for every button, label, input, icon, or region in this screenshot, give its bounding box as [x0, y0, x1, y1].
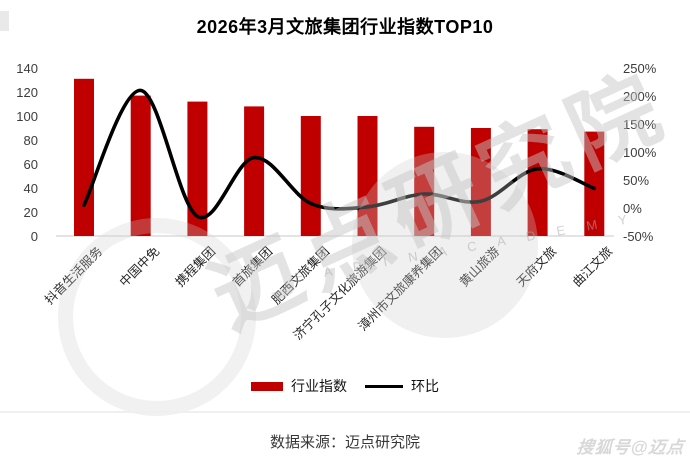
index-bar-漳州市文旅康养集团 — [414, 126, 435, 236]
index-bar-携程集团 — [187, 101, 208, 236]
index-bar-黄山旅游 — [470, 128, 491, 236]
right-axis-tick: 50% — [623, 173, 650, 188]
left-axis-tick: 120 — [16, 85, 38, 100]
left-axis-tick: 20 — [23, 205, 38, 220]
legend-line-label: 环比 — [411, 378, 439, 394]
legend-bar-swatch — [251, 381, 283, 391]
chart-title: 2026年3月文旅集团行业指数TOP10 — [196, 17, 494, 37]
legend-line-swatch — [365, 384, 403, 388]
left-axis-tick: 100 — [16, 109, 38, 124]
left-axis-tick: 60 — [23, 157, 38, 172]
legend-bar-label: 行业指数 — [291, 378, 347, 394]
right-axis-tick: 0% — [623, 201, 642, 216]
right-axis-tick: 250% — [623, 61, 657, 76]
right-axis-tick: 150% — [623, 117, 657, 132]
source-note: 数据来源：迈点研究院 — [269, 434, 420, 451]
legend-item-mom: 环比 — [365, 376, 439, 396]
mom-line — [82, 88, 597, 220]
right-axis-tick: 200% — [623, 89, 657, 104]
index-bar-中国中免 — [130, 95, 151, 236]
right-axis-tick: -50% — [623, 229, 654, 244]
left-axis-tick: 0 — [30, 229, 38, 244]
sohu-watermark: 搜狐号@迈点 — [576, 438, 686, 457]
left-axis-tick: 80 — [23, 133, 38, 148]
index-bar-首旅集团 — [244, 106, 265, 237]
index-bar-天府文旅 — [527, 129, 548, 236]
right-axis-tick: 100% — [623, 145, 657, 160]
footer-divider — [0, 411, 690, 413]
left-axis-tick: 140 — [16, 61, 38, 76]
legend-item-index: 行业指数 — [251, 376, 347, 396]
index-bar-曲江文旅 — [584, 131, 605, 236]
left-axis-tick: 40 — [23, 181, 38, 196]
legend: 行业指数 环比 — [0, 376, 690, 396]
